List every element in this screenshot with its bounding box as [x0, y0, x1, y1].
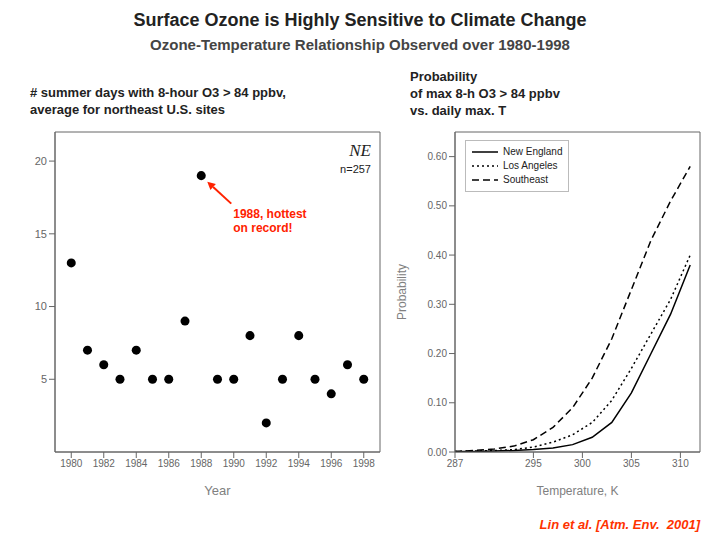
svg-text:0.40: 0.40	[428, 250, 448, 261]
svg-text:Temperature, K: Temperature, K	[536, 484, 618, 498]
html-text:of max 8-h O3 > 84 ppbv: of max 8-h O3 > 84 ppbv	[410, 86, 560, 101]
html-text:Southeast: Southeast	[503, 174, 548, 185]
svg-text:0.10: 0.10	[428, 397, 448, 408]
svg-text:310: 310	[672, 458, 689, 469]
svg-text:0.00: 0.00	[428, 447, 448, 458]
svg-text:1980: 1980	[60, 458, 83, 469]
svg-text:300: 300	[574, 458, 591, 469]
svg-text:on record!: on record!	[233, 221, 292, 235]
html-text:New England: New England	[503, 146, 563, 157]
svg-text:1986: 1986	[158, 458, 181, 469]
svg-text:1992: 1992	[255, 458, 278, 469]
html-text:Surface Ozone is Highly Sensit: Surface Ozone is Highly Sensitive to Cli…	[133, 10, 587, 30]
svg-text:305: 305	[623, 458, 640, 469]
svg-text:5: 5	[41, 373, 47, 385]
html-text:vs. daily max. T: vs. daily max. T	[410, 103, 507, 118]
svg-text:0.60: 0.60	[428, 151, 448, 162]
html-text:Lin et al. [Atm. Env. 2001]: Lin et al. [Atm. Env. 2001]	[539, 517, 700, 532]
svg-text:1996: 1996	[320, 458, 343, 469]
html-text:average for northeast U.S. sit: average for northeast U.S. sites	[30, 102, 226, 117]
svg-text:0.50: 0.50	[428, 200, 448, 211]
svg-text:1982: 1982	[93, 458, 116, 469]
html-text:Probability: Probability	[410, 69, 478, 84]
svg-text:1988, hottest: 1988, hottest	[233, 207, 306, 221]
svg-text:Year: Year	[204, 483, 231, 498]
svg-text:15: 15	[35, 228, 47, 240]
svg-text:287: 287	[447, 458, 464, 469]
svg-text:0.20: 0.20	[428, 348, 448, 359]
svg-text:295: 295	[525, 458, 542, 469]
html-text:# summer days with 8-hour O3 >: # summer days with 8-hour O3 > 84 ppbv,	[30, 85, 286, 100]
svg-text:1998: 1998	[353, 458, 376, 469]
html-text:Los Angeles: Los Angeles	[503, 160, 558, 171]
svg-text:Probability: Probability	[395, 264, 409, 320]
html-text:NE: NE	[349, 141, 371, 160]
svg-text:1994: 1994	[288, 458, 311, 469]
svg-text:10: 10	[35, 300, 47, 312]
svg-text:20: 20	[35, 155, 47, 167]
svg-text:0.30: 0.30	[428, 299, 448, 310]
html-text:Ozone-Temperature Relationship: Ozone-Temperature Relationship Observed …	[150, 36, 570, 53]
svg-text:1988: 1988	[190, 458, 213, 469]
html-text:n=257: n=257	[340, 163, 371, 175]
svg-text:1984: 1984	[125, 458, 148, 469]
svg-text:1990: 1990	[223, 458, 246, 469]
